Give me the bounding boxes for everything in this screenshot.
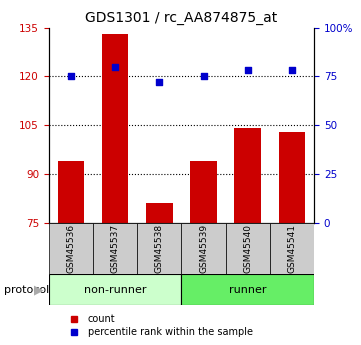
Text: GSM45541: GSM45541 [287, 224, 296, 273]
Point [68, 73, 74, 79]
Point [156, 79, 162, 85]
Text: GSM45538: GSM45538 [155, 224, 164, 273]
Bar [235, 128, 261, 223]
Point [289, 68, 295, 73]
Title: GDS1301 / rc_AA874875_at: GDS1301 / rc_AA874875_at [85, 11, 278, 25]
Bar [181, 274, 314, 305]
Text: GSM45540: GSM45540 [243, 224, 252, 273]
Text: GSM45536: GSM45536 [66, 224, 75, 273]
Bar [137, 223, 182, 274]
Bar [190, 161, 217, 223]
Text: non-runner: non-runner [84, 285, 146, 295]
Text: GSM45537: GSM45537 [110, 224, 119, 273]
Bar [49, 223, 93, 274]
Point [245, 68, 251, 73]
Bar [181, 223, 226, 274]
Bar [102, 34, 129, 223]
Point [201, 73, 206, 79]
Bar [49, 274, 181, 305]
Point [112, 64, 118, 69]
Text: ▶: ▶ [34, 283, 44, 296]
Text: protocol: protocol [4, 285, 49, 295]
Bar [270, 223, 314, 274]
Text: runner: runner [229, 285, 266, 295]
Bar [57, 161, 84, 223]
Bar [146, 203, 173, 223]
Bar [226, 223, 270, 274]
Legend: count, percentile rank within the sample: count, percentile rank within the sample [60, 310, 256, 341]
Bar [93, 223, 137, 274]
Text: GSM45539: GSM45539 [199, 224, 208, 273]
Bar [279, 131, 305, 223]
